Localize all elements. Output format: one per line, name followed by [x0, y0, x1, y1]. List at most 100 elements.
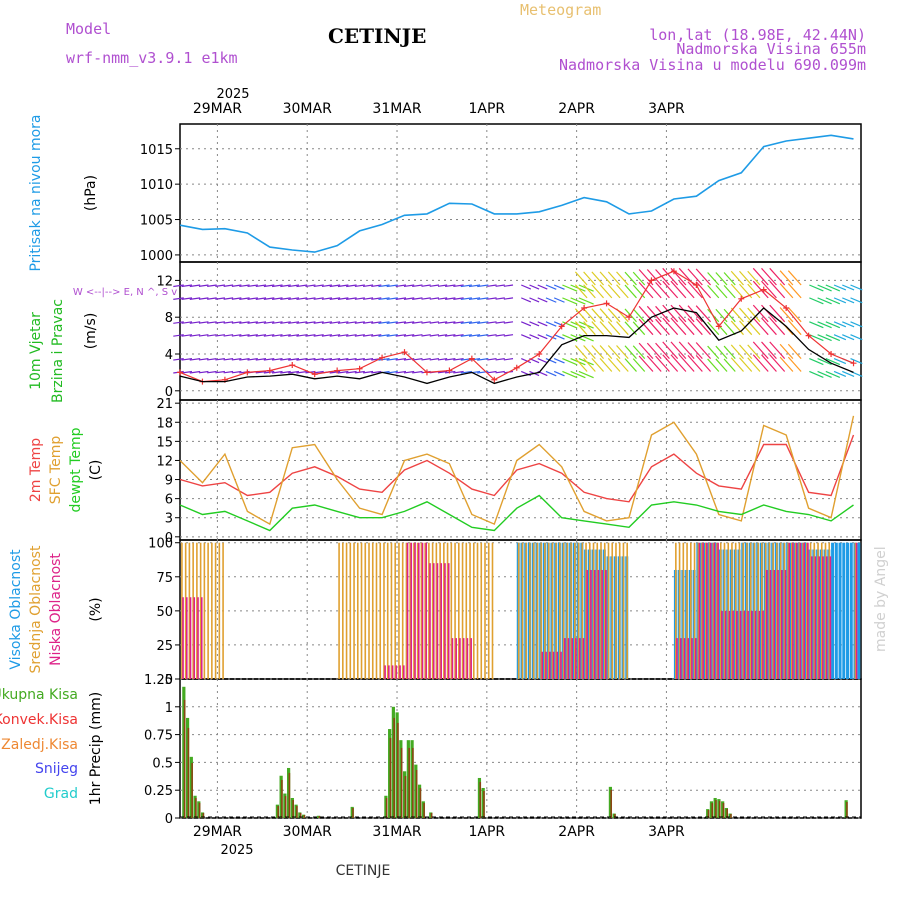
wind-barb: [296, 370, 308, 374]
wind-barb: [346, 370, 357, 374]
y-tick-label: 4: [165, 348, 173, 363]
cloud-bar: [188, 542, 191, 679]
wind-barb: [761, 317, 777, 336]
y-tick-label: 1005: [140, 214, 173, 229]
precip-bar-conv: [299, 812, 302, 818]
cloud-bar: [395, 665, 398, 679]
y-tick-label: 18: [156, 416, 173, 431]
cloud-bar: [626, 542, 628, 679]
y-tick-label: 0.5: [152, 756, 173, 771]
wind-barb: [305, 321, 316, 324]
wind-gust-marker: [603, 300, 610, 307]
cloud-bar: [787, 542, 789, 679]
cloud-bar: [193, 597, 196, 679]
cloud-bar: [398, 542, 400, 679]
wind-barb: [833, 284, 847, 291]
wind-gust-marker: [446, 367, 453, 374]
wind-barb: [787, 283, 802, 299]
wind-barb: [607, 284, 621, 299]
wind-barb: [378, 358, 390, 361]
cloud-bar: [779, 542, 782, 679]
cloud-bar: [679, 638, 682, 679]
wind-barb: [574, 345, 588, 359]
wind-barb: [553, 334, 565, 340]
wind-barb: [624, 345, 637, 359]
wind-barb: [687, 342, 703, 359]
precip-bar-conv: [846, 801, 848, 818]
wind-barb: [529, 321, 540, 327]
wind-barb: [850, 358, 863, 365]
wind-barb: [769, 267, 786, 286]
wind-barb: [437, 321, 448, 324]
cloud-bar: [731, 542, 733, 679]
wind-barb: [378, 284, 390, 288]
model-name: wrf-nmm_v3.9.1 e1km: [66, 49, 238, 67]
cloud-bar: [214, 542, 217, 679]
wind-barb: [655, 318, 670, 336]
wind-barb: [189, 284, 201, 288]
cloud-bar: [218, 542, 221, 679]
cloud-bar: [462, 638, 465, 679]
wind-barb: [460, 370, 472, 374]
wind-barb: [354, 334, 365, 337]
wind-barb: [739, 270, 753, 286]
wind-barb: [646, 318, 662, 336]
y-tick-label: 0: [165, 385, 173, 400]
cloud-bar: [458, 542, 460, 679]
wind-barb: [477, 321, 489, 324]
cloud-bar: [199, 542, 202, 679]
wind-barb: [445, 297, 456, 300]
cloud-bar: [618, 542, 621, 679]
wind-barb: [503, 284, 514, 287]
wind-barb: [638, 318, 654, 336]
wind-barb: [574, 284, 588, 299]
wind-barb: [354, 358, 365, 361]
wind-barb: [395, 370, 407, 374]
precip-bar-conv: [284, 795, 287, 818]
wind-barb: [421, 334, 431, 337]
wind-barb: [495, 334, 505, 337]
cloud-bar: [420, 542, 423, 679]
cloud-bar: [548, 651, 551, 679]
cloud-bar: [813, 542, 816, 679]
wind-gust-marker: [491, 376, 498, 383]
wind-barb: [779, 356, 794, 372]
cloud-bar: [368, 542, 370, 679]
wind-barb: [403, 370, 415, 374]
wind-barb: [288, 334, 300, 337]
wind-barb: [591, 321, 605, 336]
wind-barb: [215, 284, 225, 287]
precip-bar-conv: [479, 781, 482, 818]
precip-bar-conv: [303, 814, 306, 818]
wind-barb: [239, 358, 250, 361]
precip-bar-conv: [187, 727, 190, 818]
wind-barb: [583, 321, 596, 336]
cloud-bar: [443, 542, 445, 679]
wind-barb: [632, 358, 646, 372]
cloud-bar: [686, 542, 688, 679]
wind-barb: [313, 297, 324, 300]
wind-barb: [460, 297, 472, 301]
wind-barb: [833, 370, 847, 378]
precip-bar: [713, 797, 717, 818]
cloud-bar: [416, 542, 419, 679]
wind-barb: [280, 297, 291, 300]
wind-barb: [583, 357, 596, 372]
cloud-bar: [540, 542, 542, 679]
wind-barb: [503, 334, 514, 337]
wind-barb: [445, 321, 456, 324]
precip-legend-item: Snijeg: [35, 761, 78, 777]
cloud-bar: [768, 542, 771, 679]
wind-barb: [468, 284, 481, 288]
wind-gust-marker: [356, 365, 363, 372]
wind-barb: [739, 357, 753, 372]
product-label: Meteogram: [520, 1, 601, 19]
wind-barb: [239, 321, 250, 324]
wind-gust-marker: [266, 367, 273, 374]
wind-barb: [255, 297, 267, 300]
wind-barb: [842, 334, 855, 341]
wind-barb: [412, 321, 423, 324]
wind-gust-marker: [828, 351, 835, 357]
temp-unit: (C): [88, 460, 104, 481]
wind-barb: [288, 370, 300, 374]
